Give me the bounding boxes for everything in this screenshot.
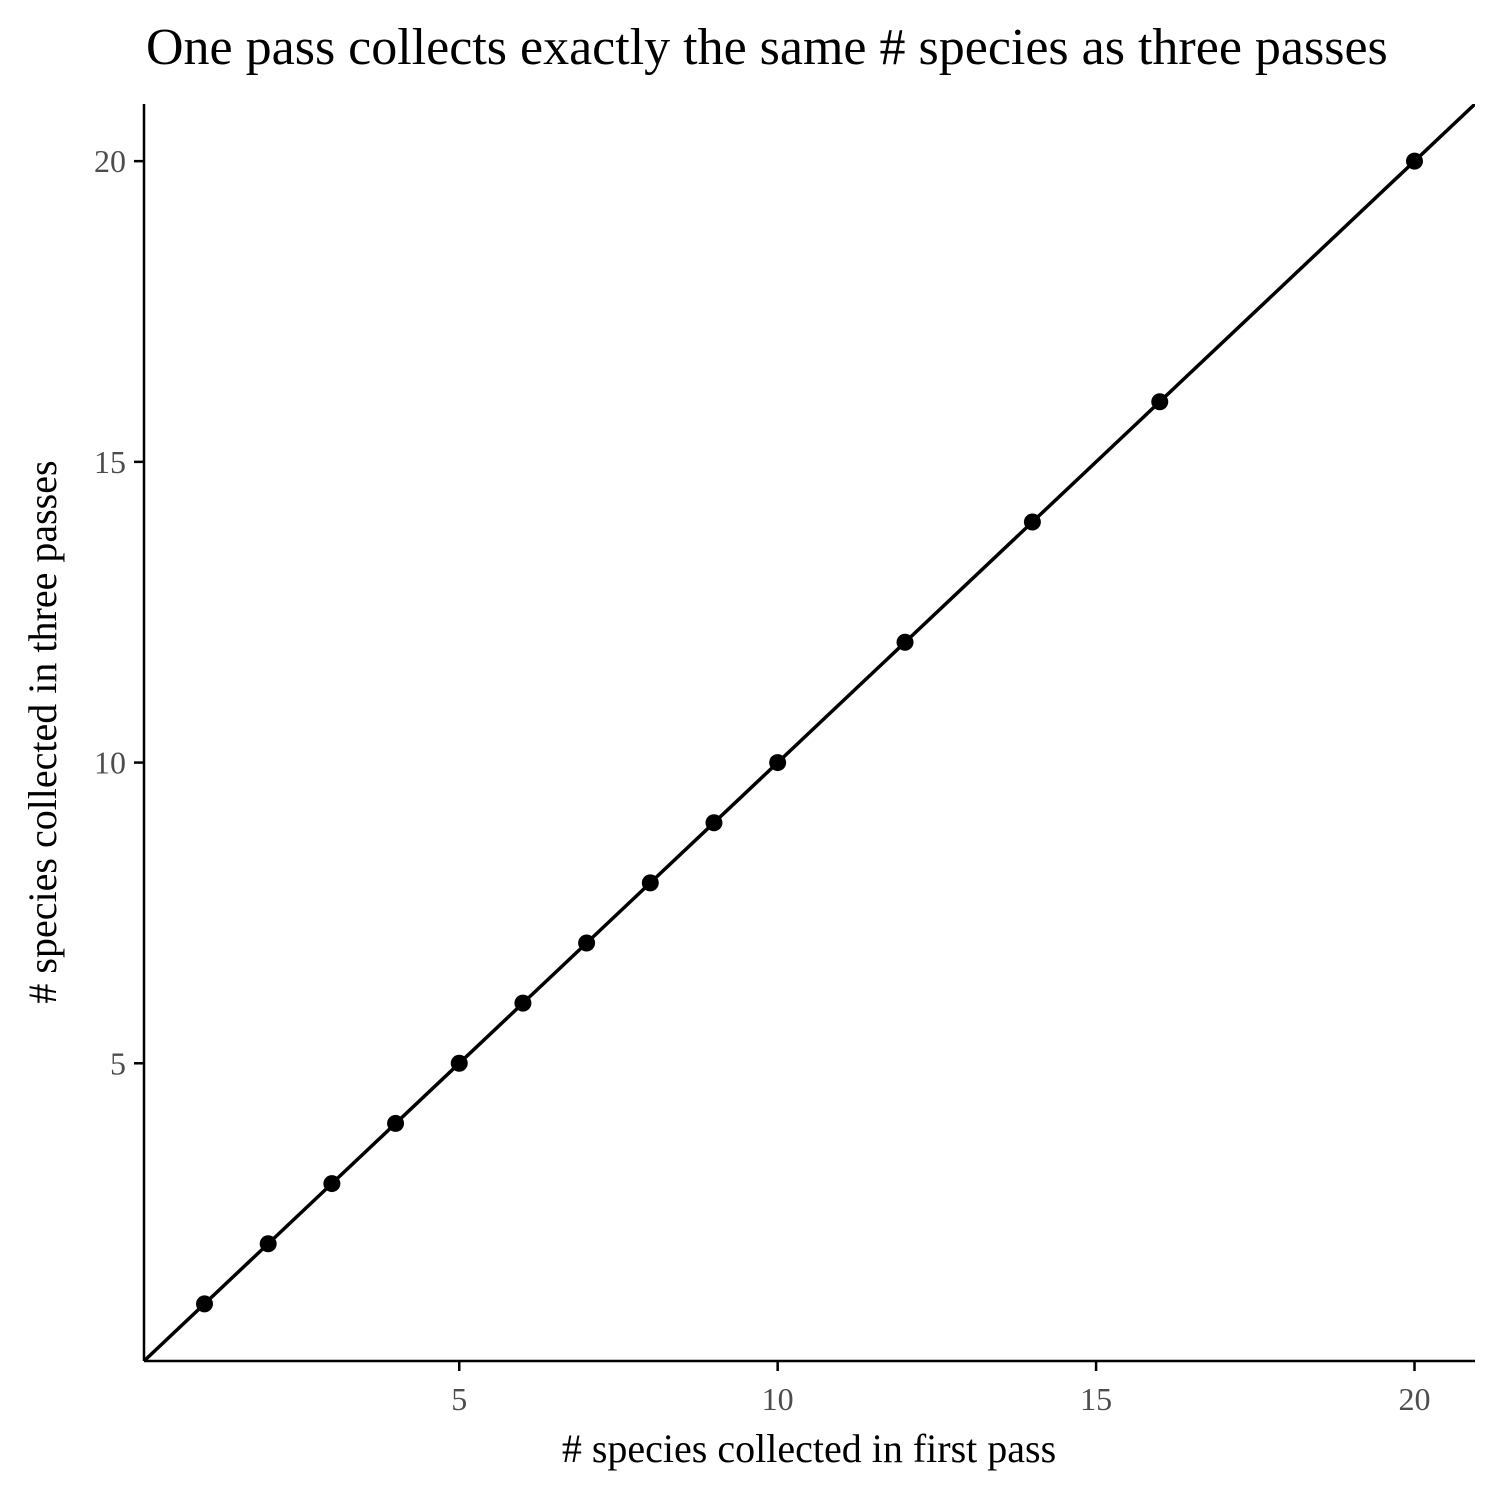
data-point: [196, 1295, 213, 1313]
x-tick-label: 15: [1080, 1381, 1112, 1417]
chart-title: One pass collects exactly the same # spe…: [146, 19, 1388, 76]
reference-line: [144, 104, 1475, 1360]
data-point: [450, 1054, 468, 1072]
points-layer: [196, 152, 1423, 1313]
data-point: [641, 874, 659, 892]
data-point: [1151, 393, 1169, 411]
x-tick-label: 5: [451, 1381, 467, 1417]
y-tick-label: 20: [94, 143, 126, 179]
data-point: [514, 994, 532, 1012]
data-point: [259, 1235, 277, 1253]
data-point: [1023, 513, 1041, 531]
x-tick-label: 10: [762, 1381, 794, 1417]
data-point: [323, 1175, 341, 1193]
data-point: [578, 934, 596, 952]
x-axis-ticks: 5 10 15 20: [451, 1361, 1431, 1417]
x-tick-label: 20: [1399, 1381, 1431, 1417]
data-point: [387, 1114, 405, 1132]
data-point: [769, 754, 787, 772]
y-axis-ticks: 5 10 15 20: [94, 143, 144, 1081]
data-point: [896, 633, 914, 651]
y-tick-label: 15: [94, 444, 126, 480]
data-point: [1406, 152, 1423, 170]
x-axis-label: # species collected in first pass: [562, 1426, 1056, 1471]
data-point: [705, 814, 723, 832]
y-tick-label: 5: [110, 1045, 126, 1081]
y-axis-label: # species collected in three passes: [20, 460, 65, 1003]
y-tick-label: 10: [94, 745, 126, 781]
